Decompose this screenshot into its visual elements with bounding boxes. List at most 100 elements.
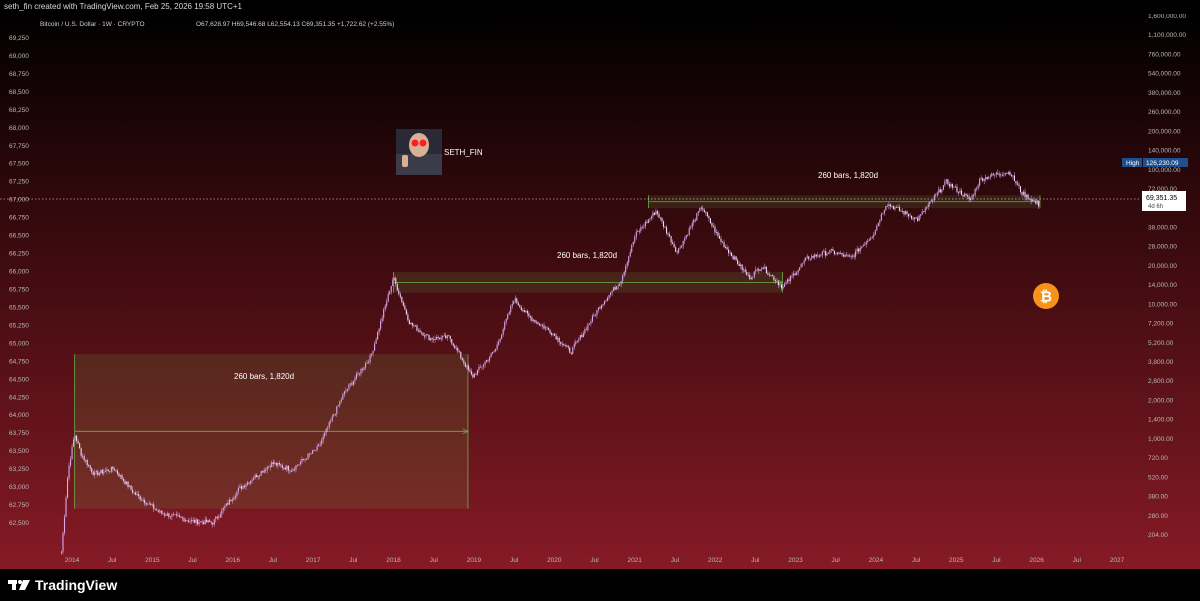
candle-body bbox=[551, 333, 553, 335]
candle-body bbox=[770, 274, 772, 276]
price-chart[interactable]: 69,250 69,000 68,750 68,500 68,250 68,000 67,7… bbox=[0, 14, 1200, 569]
candle-body bbox=[752, 276, 754, 278]
candle-body bbox=[361, 369, 364, 370]
candle-body bbox=[354, 378, 356, 382]
candle-body bbox=[440, 337, 442, 340]
candle-body bbox=[159, 510, 161, 512]
candle-body bbox=[581, 335, 583, 338]
right-axis-label: 1,000.00 bbox=[1148, 436, 1174, 443]
candle-body bbox=[661, 218, 663, 222]
candle-body bbox=[1019, 186, 1022, 193]
candle-body bbox=[408, 320, 410, 325]
candle-body bbox=[688, 228, 690, 235]
candle-body bbox=[965, 193, 967, 196]
range-annotation: 260 bars, 1,820d bbox=[818, 171, 878, 180]
candle-body bbox=[222, 508, 224, 510]
candle-body bbox=[560, 342, 562, 344]
candle-body bbox=[785, 282, 787, 285]
candle-body bbox=[950, 183, 952, 187]
candle-body bbox=[658, 213, 660, 218]
candle-body bbox=[579, 335, 581, 340]
right-axis-label: 72,000.00 bbox=[1148, 186, 1177, 193]
candle-body bbox=[933, 195, 935, 201]
candle-body bbox=[277, 462, 279, 466]
price-tag-value: 69,351.35 bbox=[1146, 195, 1177, 202]
candle-body bbox=[189, 521, 191, 522]
candle-body bbox=[266, 467, 268, 471]
candle-body bbox=[194, 520, 196, 523]
candle-body bbox=[413, 325, 415, 327]
time-axis-label: Jul bbox=[269, 557, 278, 564]
candle-body bbox=[832, 249, 834, 251]
candle-body bbox=[142, 500, 144, 501]
legend-title: Bitcoin / U.S. Dollar · 1W · CRYPTO bbox=[40, 21, 145, 28]
candle-body bbox=[814, 254, 816, 258]
candle-body bbox=[163, 513, 165, 516]
candle-body bbox=[455, 348, 457, 349]
candle-body bbox=[313, 450, 315, 451]
candle-body bbox=[608, 294, 610, 298]
candle-body bbox=[942, 185, 944, 190]
time-axis-label: Jul bbox=[912, 557, 921, 564]
candle-body bbox=[967, 195, 969, 197]
candle-body bbox=[898, 207, 901, 211]
candle-body bbox=[384, 305, 386, 310]
candle-body bbox=[386, 301, 388, 306]
candle-body bbox=[861, 246, 863, 249]
candle-body bbox=[874, 230, 876, 235]
candle-body bbox=[998, 174, 1000, 176]
candle-body bbox=[659, 217, 662, 219]
candle-body bbox=[76, 435, 78, 442]
candle-body bbox=[293, 469, 295, 471]
candle-body bbox=[371, 353, 373, 356]
candle-body bbox=[206, 519, 208, 523]
candle-body bbox=[917, 218, 919, 221]
candle-body bbox=[489, 357, 491, 361]
candle-body bbox=[147, 503, 149, 505]
candle-body bbox=[70, 459, 72, 466]
avatar[interactable] bbox=[396, 129, 442, 175]
candle-body bbox=[348, 384, 350, 389]
tradingview-logo[interactable]: TradingView bbox=[8, 577, 117, 593]
candle-body bbox=[762, 267, 764, 269]
candle-body bbox=[868, 239, 870, 242]
candle-body bbox=[954, 186, 957, 188]
candle-body bbox=[381, 317, 383, 321]
candle-body bbox=[237, 488, 240, 492]
candle-body bbox=[154, 508, 156, 510]
candle-body bbox=[1036, 201, 1038, 203]
right-axis-label: 2,800.00 bbox=[1148, 378, 1174, 385]
candle-body bbox=[248, 482, 250, 484]
candle-body bbox=[983, 179, 985, 181]
left-axis-label: 64,750 bbox=[9, 358, 29, 365]
candle-body bbox=[691, 222, 693, 228]
candle-body bbox=[830, 249, 832, 250]
candle-body bbox=[452, 343, 454, 346]
candle-body bbox=[572, 347, 574, 354]
candle-body bbox=[107, 469, 109, 472]
candle-body bbox=[231, 499, 233, 502]
price-tag-countdown: 4d 6h bbox=[1148, 204, 1163, 210]
candle-body bbox=[836, 252, 839, 254]
candle-body bbox=[342, 394, 344, 400]
candle-body bbox=[626, 262, 628, 267]
candle-body bbox=[157, 510, 159, 512]
candle-body bbox=[215, 516, 217, 520]
candle-body bbox=[141, 499, 143, 501]
candle-body bbox=[322, 436, 324, 441]
candle-body bbox=[729, 252, 731, 254]
candle-body bbox=[997, 172, 999, 175]
date-range-arrowhead bbox=[1034, 198, 1041, 205]
candle-body bbox=[756, 269, 758, 270]
candle-body bbox=[855, 251, 857, 257]
candle-body bbox=[779, 284, 781, 286]
candle-body bbox=[259, 475, 261, 477]
candle-body bbox=[747, 274, 749, 276]
candle-body bbox=[213, 519, 215, 525]
time-axis-label: Jul bbox=[831, 557, 840, 564]
high-tag-value: 126,230.09 bbox=[1146, 160, 1179, 167]
candle-body bbox=[885, 206, 887, 211]
candle-body bbox=[1018, 184, 1020, 187]
candle-body bbox=[773, 276, 775, 281]
candle-body bbox=[174, 514, 176, 516]
